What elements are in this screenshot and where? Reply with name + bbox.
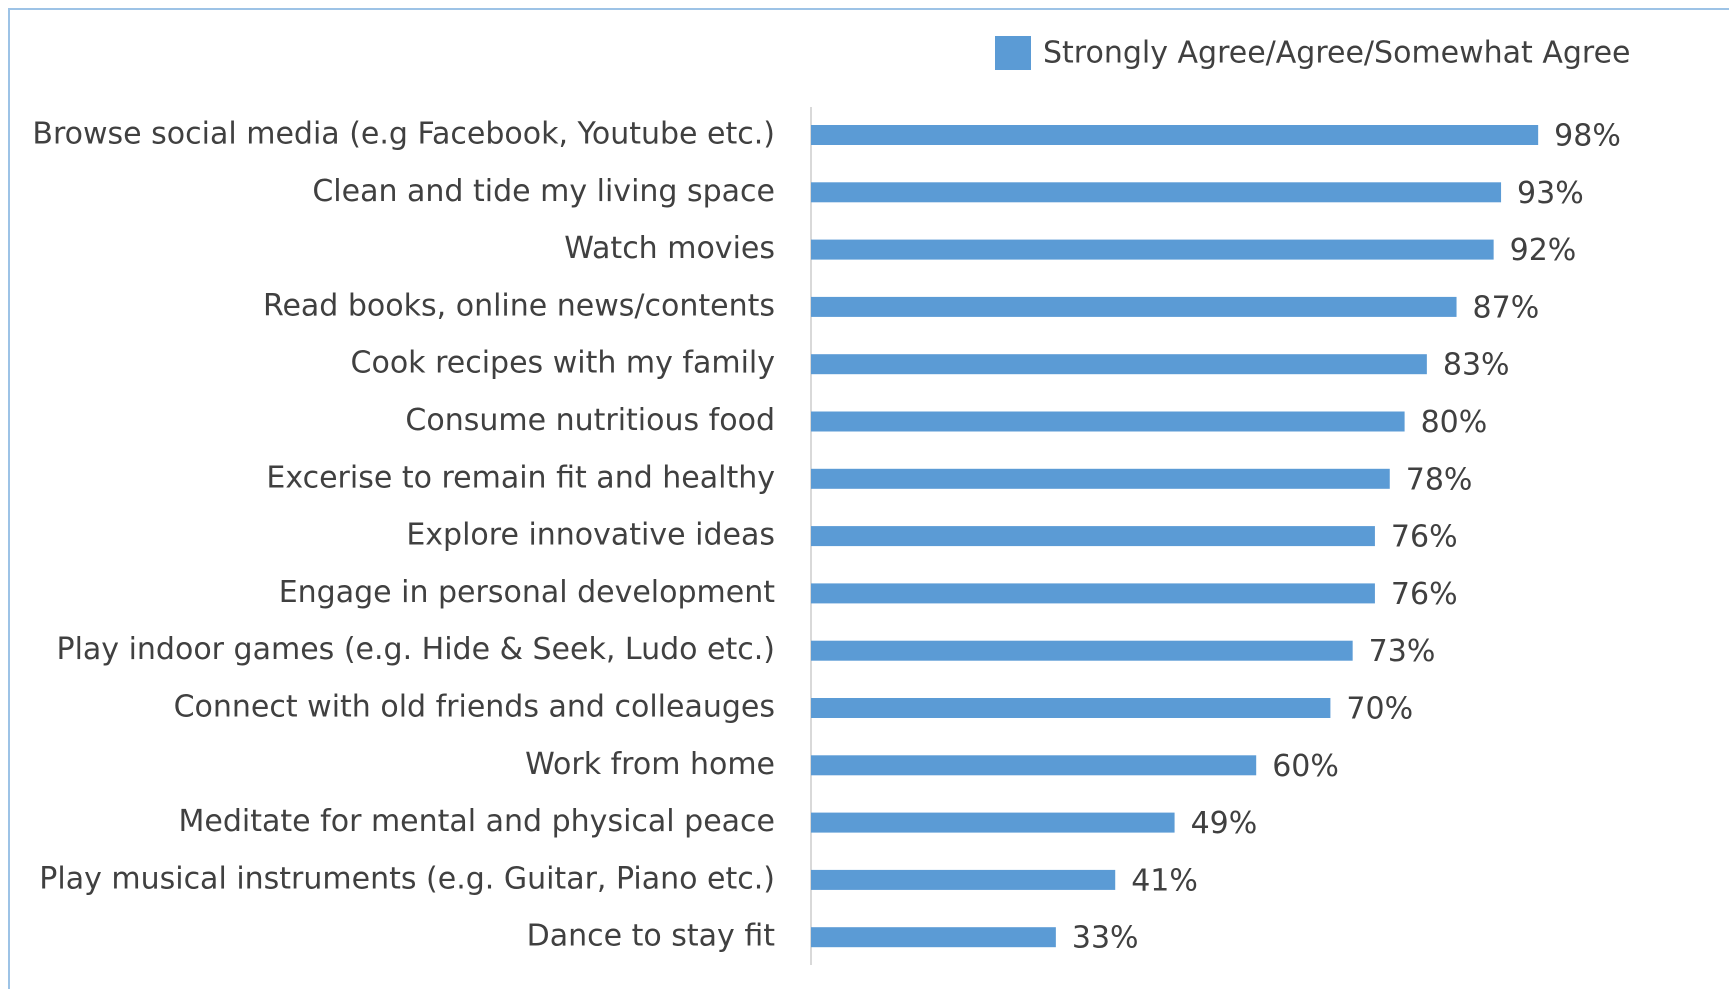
plot-border xyxy=(8,8,1729,989)
y-tick-label: Watch movies xyxy=(564,231,775,266)
data-label: 49% xyxy=(1191,806,1258,841)
y-tick-label: Connect with old friends and colleauges xyxy=(174,690,775,725)
bar xyxy=(811,640,1353,661)
data-label: 93% xyxy=(1517,176,1584,211)
data-label: 76% xyxy=(1391,577,1458,612)
y-tick-label: Play musical instruments (e.g. Guitar, P… xyxy=(39,861,775,896)
data-label: 80% xyxy=(1421,405,1488,440)
data-label: 60% xyxy=(1272,749,1339,784)
data-label: 92% xyxy=(1510,233,1577,268)
data-label: 33% xyxy=(1072,921,1139,956)
bar xyxy=(811,927,1056,948)
y-tick-label: Read books, online news/contents xyxy=(263,288,775,323)
bar xyxy=(811,869,1116,890)
y-tick-label: Dance to stay fit xyxy=(527,919,776,954)
bar xyxy=(811,583,1375,604)
y-tick-label: Excerise to remain fit and healthy xyxy=(266,460,775,495)
bar xyxy=(811,526,1375,547)
y-tick-label: Cook recipes with my family xyxy=(351,346,775,381)
bar xyxy=(811,755,1257,776)
bar xyxy=(811,125,1539,145)
bar xyxy=(811,239,1494,260)
data-label: 76% xyxy=(1391,520,1458,555)
legend-label: Strongly Agree/Agree/Somewhat Agree xyxy=(1043,36,1631,71)
data-label: 98% xyxy=(1554,119,1621,154)
data-label: 70% xyxy=(1346,692,1413,727)
y-tick-label: Clean and tide my living space xyxy=(312,174,775,209)
y-tick-label: Consume nutritious food xyxy=(405,403,775,438)
bar xyxy=(811,411,1405,432)
y-tick-label: Meditate for mental and physical peace xyxy=(179,804,775,839)
bar xyxy=(811,354,1427,375)
y-tick-label: Browse social media (e.g Facebook, Youtu… xyxy=(32,117,775,152)
data-label: 73% xyxy=(1369,634,1436,669)
y-tick-label: Play indoor games (e.g. Hide & Seek, Lud… xyxy=(56,632,775,667)
bar xyxy=(811,812,1175,833)
bar xyxy=(811,698,1331,718)
data-label: 87% xyxy=(1473,290,1540,325)
bar xyxy=(811,468,1390,489)
bar xyxy=(811,296,1457,317)
y-tick-label: Explore innovative ideas xyxy=(406,518,775,553)
y-tick-label: Engage in personal development xyxy=(279,575,776,610)
legend-swatch xyxy=(995,36,1031,70)
y-tick-label: Work from home xyxy=(525,747,775,782)
data-label: 78% xyxy=(1406,462,1473,497)
data-label: 41% xyxy=(1131,863,1198,898)
bar xyxy=(811,182,1502,203)
data-label: 83% xyxy=(1443,348,1510,383)
